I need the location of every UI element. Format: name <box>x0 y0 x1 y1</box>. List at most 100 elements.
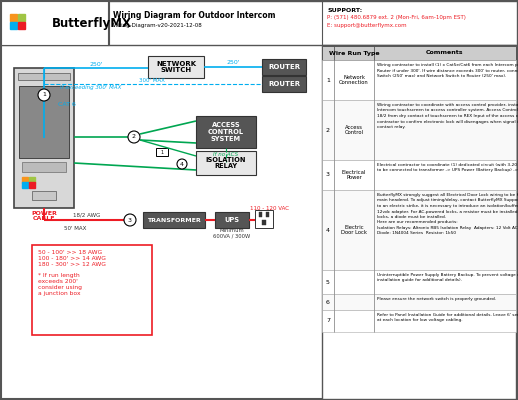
Bar <box>322 270 516 294</box>
Text: 1: 1 <box>42 92 46 98</box>
Bar <box>215 212 249 228</box>
Circle shape <box>128 131 140 143</box>
Bar <box>1 1 109 45</box>
Text: contact relay.: contact relay. <box>377 125 406 129</box>
Text: 6: 6 <box>326 300 330 304</box>
Text: Wiring contractor to coordinate with access control provider, install (1) x 18/2: Wiring contractor to coordinate with acc… <box>377 103 518 107</box>
Text: 4: 4 <box>326 228 330 232</box>
Text: Refer to Panel Installation Guide for additional details. Leave 6' service loop: Refer to Panel Installation Guide for ad… <box>377 313 518 317</box>
Text: Diode: 1N4004 Series  Resistor: 1k50: Diode: 1N4004 Series Resistor: 1k50 <box>377 232 456 236</box>
Bar <box>1 1 517 45</box>
Bar <box>266 212 269 217</box>
Bar <box>18 22 25 29</box>
Text: If exceeding 300' MAX: If exceeding 300' MAX <box>60 86 121 90</box>
Circle shape <box>177 159 187 169</box>
Bar <box>322 294 516 310</box>
Text: 18/2 AWG: 18/2 AWG <box>74 212 100 218</box>
Bar <box>322 190 516 270</box>
Text: ISOLATION
RELAY: ISOLATION RELAY <box>206 156 246 170</box>
Text: 3: 3 <box>326 172 330 178</box>
Bar <box>18 14 25 21</box>
Text: Switch (250' max) and Network Switch to Router (250' max).: Switch (250' max) and Network Switch to … <box>377 74 507 78</box>
Text: 1: 1 <box>326 78 330 82</box>
Text: P: (571) 480.6879 ext. 2 (Mon-Fri, 6am-10pm EST): P: (571) 480.6879 ext. 2 (Mon-Fri, 6am-1… <box>327 16 466 20</box>
Bar <box>14 68 74 208</box>
Text: E: support@butterflymx.com: E: support@butterflymx.com <box>327 22 407 28</box>
Text: 50 - 100' >> 18 AWG
100 - 180' >> 14 AWG
180 - 300' >> 12 AWG

* If run length
e: 50 - 100' >> 18 AWG 100 - 180' >> 14 AWG… <box>38 250 106 296</box>
Bar <box>322 46 516 60</box>
Bar <box>262 59 306 75</box>
Bar <box>196 151 256 175</box>
Bar <box>255 210 273 228</box>
Text: Wiring-Diagram-v20-2021-12-08: Wiring-Diagram-v20-2021-12-08 <box>113 24 203 28</box>
Text: 18/2 from dry contact of touchscreen to REX Input of the access control. Access : 18/2 from dry contact of touchscreen to … <box>377 114 518 118</box>
Bar <box>148 56 204 78</box>
Bar <box>29 177 35 183</box>
Text: Access
Control: Access Control <box>344 125 364 135</box>
Text: Electrical contractor to coordinate (1) dedicated circuit (with 3-20 receptacle): Electrical contractor to coordinate (1) … <box>377 163 518 167</box>
Text: 5: 5 <box>326 280 330 284</box>
Bar <box>322 310 516 332</box>
Text: 2: 2 <box>326 128 330 132</box>
Bar <box>322 160 516 190</box>
Bar <box>322 100 516 160</box>
Bar <box>156 148 168 156</box>
Text: Electric
Door Lock: Electric Door Lock <box>341 225 367 235</box>
Text: 3: 3 <box>128 218 132 222</box>
Text: SUPPORT:: SUPPORT: <box>327 8 362 14</box>
Bar <box>262 76 306 92</box>
Text: 4: 4 <box>180 162 184 166</box>
Text: Electrical
Power: Electrical Power <box>342 170 366 180</box>
Bar <box>196 116 256 148</box>
Bar <box>18 73 70 80</box>
Bar <box>10 14 17 21</box>
Text: to an electric strike, it is necessary to introduce an isolation/buffer relay wi: to an electric strike, it is necessary t… <box>377 204 518 208</box>
Bar <box>322 45 516 399</box>
Bar <box>22 177 28 183</box>
Text: ACCESS
CONTROL
SYSTEM: ACCESS CONTROL SYSTEM <box>208 122 244 142</box>
Bar <box>22 162 66 172</box>
Text: ROUTER: ROUTER <box>268 64 300 70</box>
Text: 50' MAX: 50' MAX <box>64 226 86 230</box>
Text: ROUTER: ROUTER <box>268 81 300 87</box>
Bar <box>22 182 28 188</box>
Text: 2: 2 <box>132 134 136 140</box>
Text: Wiring contractor to install (1) x Cat5e/Cat6 from each Intercom panel location : Wiring contractor to install (1) x Cat5e… <box>377 63 518 67</box>
Text: Isolation Relays: Altronix RB5 Isolation Relay  Adapters: 12 Volt AC to DC Adapt: Isolation Relays: Altronix RB5 Isolation… <box>377 226 518 230</box>
Text: Uninterruptible Power Supply Battery Backup. To prevent voltage drops and surges: Uninterruptible Power Supply Battery Bac… <box>377 273 518 277</box>
Text: Minimum
600VA / 300W: Minimum 600VA / 300W <box>213 228 251 238</box>
Text: UPS: UPS <box>224 217 239 223</box>
Text: POWER
CABLE: POWER CABLE <box>31 210 57 222</box>
Text: CAT 6: CAT 6 <box>58 102 76 108</box>
Text: 250': 250' <box>226 60 240 66</box>
Text: to be connected to transformer -> UPS Power (Battery Backup) -> Wall outlet: to be connected to transformer -> UPS Po… <box>377 168 518 172</box>
Text: Wiring Diagram for Outdoor Intercom: Wiring Diagram for Outdoor Intercom <box>113 12 276 20</box>
Text: ButterflyMX: ButterflyMX <box>52 16 132 30</box>
Text: ButterflyMX strongly suggest all Electrical Door Lock wiring to be home-run dire: ButterflyMX strongly suggest all Electri… <box>377 193 518 197</box>
Text: Please ensure the network switch is properly grounded.: Please ensure the network switch is prop… <box>377 297 496 301</box>
Text: If no ACS: If no ACS <box>213 152 239 156</box>
Bar <box>32 245 152 335</box>
Text: Comments: Comments <box>426 50 464 56</box>
Bar <box>259 212 262 217</box>
Text: NETWORK
SWITCH: NETWORK SWITCH <box>156 60 196 74</box>
Text: Network
Connection: Network Connection <box>339 74 369 85</box>
Bar <box>29 182 35 188</box>
Bar <box>262 220 266 225</box>
Text: 110 - 120 VAC: 110 - 120 VAC <box>250 206 289 210</box>
Text: 250': 250' <box>89 62 103 66</box>
Text: 300' MAX: 300' MAX <box>139 78 165 82</box>
Text: Router if under 300'. If wire distance exceeds 300' to router, connect Panel to : Router if under 300'. If wire distance e… <box>377 68 518 72</box>
Bar <box>32 191 56 200</box>
Bar <box>143 212 205 228</box>
Text: 7: 7 <box>326 318 330 324</box>
Text: main headend. To adjust timing/delay, contact ButterflyMX Support. To wire direc: main headend. To adjust timing/delay, co… <box>377 198 518 202</box>
Bar <box>10 22 17 29</box>
Text: locks, a diode must be installed.: locks, a diode must be installed. <box>377 215 446 219</box>
Text: contractor to confirm electronic lock will disengages when signal is sent throug: contractor to confirm electronic lock wi… <box>377 120 518 124</box>
Text: 1: 1 <box>161 150 164 154</box>
Text: Here are our recommended products:: Here are our recommended products: <box>377 220 457 224</box>
Text: Intercom touchscreen to access controller system. Access Control provider to ter: Intercom touchscreen to access controlle… <box>377 108 518 112</box>
Bar <box>19 86 69 158</box>
Text: 12vdc adapter. For AC-powered locks, a resistor must be installed. For DC-powere: 12vdc adapter. For AC-powered locks, a r… <box>377 210 518 214</box>
